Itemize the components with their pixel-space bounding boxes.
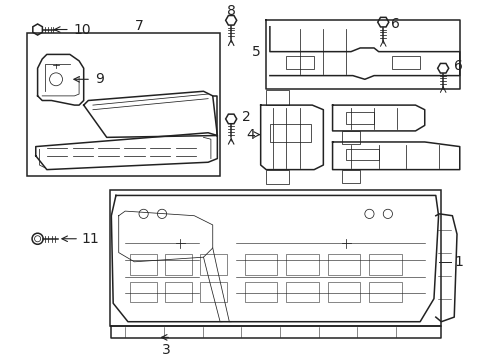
Bar (342, 131, 360, 144)
Bar (346, 149, 379, 161)
Text: 1: 1 (454, 255, 463, 269)
Bar (200, 282, 227, 302)
Text: 9: 9 (95, 72, 103, 86)
Text: 7: 7 (135, 19, 144, 33)
Bar (130, 282, 157, 302)
Bar (130, 255, 157, 275)
Text: 5: 5 (252, 45, 261, 59)
Bar (200, 255, 227, 275)
Text: 11: 11 (82, 232, 99, 246)
Bar (369, 282, 402, 302)
Bar (270, 123, 311, 142)
Bar (392, 56, 420, 69)
Bar (342, 170, 360, 183)
Text: 10: 10 (74, 23, 91, 36)
Text: 4: 4 (246, 127, 255, 141)
Bar (328, 282, 360, 302)
Bar (328, 255, 360, 275)
Bar (266, 90, 289, 105)
Bar (287, 56, 314, 69)
Text: 8: 8 (227, 4, 236, 18)
Bar (245, 282, 277, 302)
Text: 6: 6 (454, 59, 463, 73)
Bar (26, 33, 220, 176)
Bar (369, 255, 402, 275)
Text: 6: 6 (391, 17, 399, 31)
Bar (346, 112, 374, 123)
Bar (165, 255, 193, 275)
Bar (266, 170, 289, 184)
Bar (109, 190, 441, 326)
Bar (245, 255, 277, 275)
Bar (287, 255, 318, 275)
Bar (165, 282, 193, 302)
Text: 3: 3 (162, 343, 171, 357)
Text: 2: 2 (242, 110, 251, 124)
Bar (287, 282, 318, 302)
